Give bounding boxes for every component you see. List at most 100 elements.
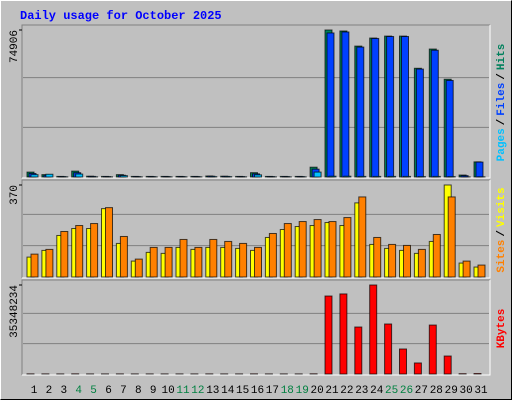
chart-title: Daily usage for October 2025	[20, 9, 222, 23]
bar	[401, 35, 409, 178]
bar	[30, 174, 39, 178]
bar	[194, 246, 203, 278]
bar	[45, 248, 54, 278]
bar	[447, 196, 456, 278]
bar	[239, 242, 248, 278]
bar	[445, 79, 454, 178]
panels: 74906 Pages / Files / Hits 370 Sites / Visits 3534…	[9, 24, 508, 397]
bar	[254, 174, 262, 178]
x-tick-label: 31	[474, 385, 488, 397]
panel-frame-dark	[21, 24, 490, 178]
legend: Sites / Visits	[496, 187, 508, 272]
bar	[328, 175, 337, 178]
x-tick-label: 27	[415, 385, 428, 397]
legend-entry: Pages	[496, 128, 508, 161]
x-tick-label: 16	[251, 385, 264, 397]
bar	[60, 230, 69, 278]
bar	[75, 225, 84, 278]
bar	[283, 223, 292, 278]
bar	[30, 253, 39, 278]
x-tick-label: 21	[325, 385, 339, 397]
panel-frame-light	[22, 25, 491, 179]
x-tick-label: 11	[176, 385, 190, 397]
bar	[105, 207, 113, 278]
x-tick-label: 13	[206, 385, 219, 397]
legend-separator: /	[496, 118, 508, 125]
bar	[149, 246, 158, 278]
bar	[90, 223, 99, 278]
x-tick-label: 23	[355, 385, 368, 397]
bar	[179, 238, 188, 278]
y-tick-label: 370	[9, 185, 21, 205]
bar	[358, 175, 367, 178]
bar	[475, 161, 484, 178]
x-tick-label: 5	[90, 385, 97, 397]
bar	[430, 49, 439, 178]
panel-frame-dark	[21, 179, 490, 278]
bar	[358, 196, 367, 278]
panel-frame-light	[22, 280, 491, 376]
bar	[328, 221, 337, 278]
bar	[209, 238, 218, 278]
x-tick-label: 6	[105, 385, 112, 397]
x-tick-label: 26	[400, 385, 413, 397]
bar	[428, 324, 437, 375]
bar	[413, 362, 422, 375]
x-tick-label: 8	[135, 385, 142, 397]
x-tick-label: 24	[370, 385, 384, 397]
bar	[298, 221, 307, 278]
bar	[313, 171, 322, 178]
legend: KBytes	[496, 309, 508, 349]
bar	[373, 236, 382, 278]
y-tick-label: 35348234	[9, 285, 21, 338]
bar	[134, 258, 143, 278]
bar	[415, 68, 424, 178]
panel-frame-light	[22, 180, 491, 279]
panel-frame-dark	[21, 279, 490, 375]
x-tick-label: 18	[281, 385, 294, 397]
bar	[268, 232, 277, 278]
legend-entry: Visits	[496, 187, 508, 227]
bar	[388, 175, 397, 178]
bar	[373, 175, 382, 178]
bar	[388, 243, 397, 278]
x-tick-label: 15	[236, 385, 249, 397]
bar	[224, 240, 233, 278]
bar	[313, 219, 322, 278]
bar	[339, 293, 348, 375]
x-tick-label: 10	[161, 385, 174, 397]
x-tick-label: 19	[296, 385, 309, 397]
y-tick-label: 74906	[9, 30, 21, 63]
legend-separator: /	[496, 230, 508, 237]
bar	[432, 175, 441, 178]
x-tick-label: 4	[75, 385, 82, 397]
x-tick-label: 30	[459, 385, 472, 397]
x-tick-label: 29	[445, 385, 458, 397]
bar	[75, 173, 84, 178]
legend-entry: Hits	[496, 44, 508, 70]
bar	[354, 326, 363, 375]
x-tick-label: 2	[46, 385, 53, 397]
x-tick-label: 9	[150, 385, 157, 397]
x-tick-label: 7	[120, 385, 127, 397]
x-tick-label: 1	[31, 385, 38, 397]
bar	[324, 295, 333, 375]
bar	[164, 246, 173, 278]
bar	[417, 248, 426, 278]
bar	[326, 32, 335, 178]
x-tick-label: 17	[266, 385, 279, 397]
bar	[356, 46, 365, 178]
x-tick-label: 22	[340, 385, 353, 397]
bar	[119, 175, 128, 178]
bar	[386, 35, 395, 178]
bar	[119, 235, 128, 278]
bar	[254, 246, 262, 278]
x-tick-label: 12	[191, 385, 204, 397]
x-tick-label: 14	[221, 385, 235, 397]
bar	[341, 31, 350, 178]
bar	[403, 244, 411, 278]
bar	[45, 173, 54, 178]
